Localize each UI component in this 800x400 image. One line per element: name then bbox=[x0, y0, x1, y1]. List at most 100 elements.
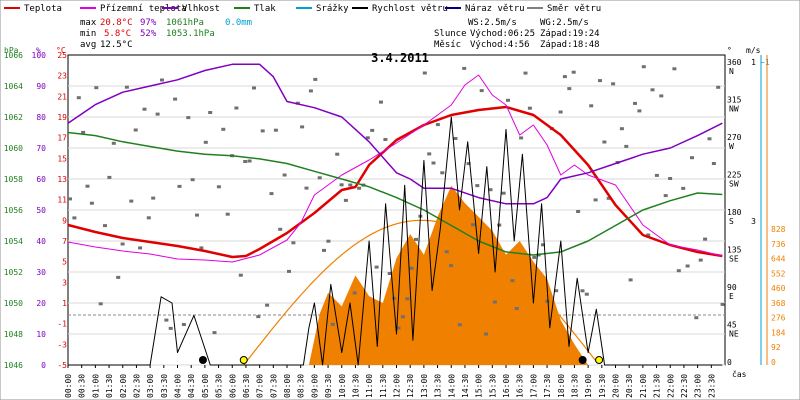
direction-tick: 90 bbox=[727, 283, 737, 292]
temperature-tick: 19 bbox=[57, 113, 67, 122]
x-tick-label: 22:00 bbox=[666, 374, 675, 398]
temperature-tick: 5 bbox=[62, 258, 67, 267]
temperature-tick: -1 bbox=[57, 320, 67, 329]
direction-dot bbox=[484, 332, 489, 336]
x-tick-label: 22:30 bbox=[680, 374, 689, 398]
direction-dot bbox=[330, 322, 335, 326]
x-tick-label: 12:00 bbox=[393, 374, 402, 398]
solar-tick: 92 bbox=[771, 343, 781, 352]
moon-rise: Východ:4:56 bbox=[470, 40, 530, 50]
direction-dot bbox=[181, 323, 186, 326]
direction-dot bbox=[506, 98, 510, 102]
direction-dot bbox=[68, 197, 72, 201]
legend-label-5: Rychlost větru bbox=[372, 4, 448, 14]
direction-dot bbox=[593, 198, 598, 202]
x-tick-label: 15:00 bbox=[475, 374, 484, 398]
direction-dot bbox=[155, 112, 160, 116]
direction-dot bbox=[348, 183, 353, 187]
direction-dot bbox=[287, 269, 291, 273]
direction-dot bbox=[580, 289, 585, 293]
direction-dot bbox=[392, 296, 397, 300]
x-tick-label: 06:00 bbox=[228, 374, 237, 398]
temperature-tick: 9 bbox=[62, 216, 67, 225]
direction-dot bbox=[584, 292, 589, 296]
series-line-4 bbox=[68, 116, 723, 366]
direction-dot bbox=[396, 326, 401, 330]
direction-dot bbox=[278, 227, 283, 231]
direction-dot bbox=[107, 175, 112, 179]
stat-max-press: 1061hPa bbox=[166, 18, 204, 28]
direction-dot bbox=[168, 326, 173, 330]
direction-dot bbox=[243, 160, 248, 163]
sun-marker bbox=[595, 356, 604, 364]
temperature-tick: 17 bbox=[57, 134, 67, 143]
x-tick-label: 20:30 bbox=[625, 374, 634, 398]
direction-dot bbox=[177, 184, 182, 188]
solar-tick: 460 bbox=[771, 284, 786, 293]
direction-tick-name: E bbox=[729, 292, 734, 301]
direction-dot bbox=[379, 100, 383, 104]
x-tick-label: 18:00 bbox=[557, 374, 566, 398]
direction-dot bbox=[103, 224, 107, 228]
direction-dot bbox=[238, 273, 243, 277]
direction-dot bbox=[387, 272, 392, 275]
wind-direction-dots bbox=[68, 65, 725, 336]
x-tick-label: 23:30 bbox=[707, 374, 716, 398]
direction-dot bbox=[133, 128, 138, 132]
pressure-tick: 1066 bbox=[4, 51, 23, 60]
wind-unit: m/s bbox=[746, 46, 761, 55]
direction-dot bbox=[164, 318, 169, 322]
direction-dot bbox=[81, 130, 86, 134]
direction-dot bbox=[85, 184, 90, 188]
direction-dot bbox=[633, 101, 637, 105]
wind-wg: WG:2.5m/s bbox=[540, 18, 589, 28]
solar-area bbox=[68, 185, 723, 365]
direction-dot bbox=[554, 289, 559, 293]
stat-min-hum: 52% bbox=[140, 29, 157, 39]
direction-dot bbox=[637, 109, 642, 113]
x-tick-label: 08:30 bbox=[297, 374, 306, 398]
direction-tick-name: N bbox=[729, 67, 734, 76]
axis-unit-2: °C bbox=[56, 46, 66, 55]
direction-dot bbox=[98, 302, 103, 306]
x-tick-label: 00:30 bbox=[78, 374, 87, 398]
direction-dot bbox=[414, 237, 418, 241]
direction-dot bbox=[203, 140, 208, 144]
direction-dot bbox=[72, 216, 77, 220]
legend-label-4: Srážky bbox=[316, 4, 349, 14]
direction-tick: 360 bbox=[727, 58, 742, 67]
humidity-tick: 80 bbox=[36, 113, 46, 122]
x-tick-label: 14:00 bbox=[447, 374, 456, 398]
temperature-tick: 15 bbox=[57, 154, 67, 163]
direction-dot bbox=[589, 104, 594, 108]
x-tick-label: 23:00 bbox=[694, 374, 703, 398]
x-tick-label: 09:00 bbox=[310, 374, 319, 398]
direction-dot bbox=[435, 123, 440, 127]
legend-label-7: Směr větru bbox=[547, 4, 601, 14]
direction-dot bbox=[501, 191, 506, 195]
direction-dot bbox=[317, 176, 322, 180]
series-line-3 bbox=[67, 131, 723, 256]
direction-dot bbox=[567, 87, 572, 91]
direction-dot bbox=[138, 246, 143, 250]
x-tick-label: 04:30 bbox=[187, 374, 196, 398]
direction-dot bbox=[313, 77, 318, 81]
x-tick-label: 11:00 bbox=[365, 374, 374, 398]
direction-dot bbox=[711, 162, 716, 165]
direction-dot bbox=[216, 185, 221, 189]
direction-dot bbox=[89, 201, 94, 205]
x-tick-label: 13:30 bbox=[434, 374, 443, 398]
humidity-tick: 100 bbox=[32, 51, 47, 60]
humidity-tick: 10 bbox=[36, 330, 46, 339]
x-tick-label: 03:00 bbox=[146, 374, 155, 398]
chart-title: 3.4.2011 bbox=[371, 51, 429, 65]
direction-dot bbox=[676, 269, 681, 273]
direction-dot bbox=[698, 258, 703, 262]
solar-tick: 644 bbox=[771, 255, 786, 264]
direction-dot bbox=[322, 248, 326, 252]
axis-unit-0: hPa bbox=[4, 46, 19, 55]
moon-set: Západ:18:48 bbox=[540, 40, 600, 50]
direction-dot bbox=[545, 299, 550, 303]
wind-ws: WS:2.5m/s bbox=[468, 18, 517, 28]
humidity-tick: 40 bbox=[36, 237, 46, 246]
